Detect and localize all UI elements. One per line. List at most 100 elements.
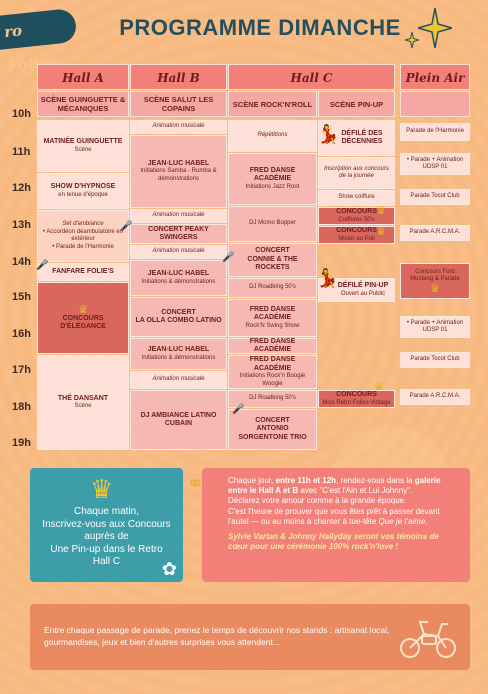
event-title: DÉFILÉ PIN-UP [337, 282, 389, 289]
event-title: Parade A.R.C.M.A. [409, 229, 461, 236]
event-title: CONCOURS [336, 227, 377, 234]
info-highlight: Sylvie Vartan & Johnny Hallyday seront v… [228, 532, 439, 552]
event-title: DJ Roadking 50's [249, 395, 296, 402]
hour-label: 11h [12, 146, 31, 158]
event-title: CONCERT [161, 308, 196, 316]
event-concours-mister: CONCOURS Mister au Poil [318, 226, 395, 244]
info-text: C'est l'heure de prouver que vous êtes p… [228, 506, 440, 526]
subhead-hall-b: SCÈNE SALUT LES COPAINS [130, 91, 227, 117]
event-dj-latino-cubain: DJ AMBIANCE LATINO CUBAIN [130, 390, 227, 450]
event-parade-udsp: • Parade + Animation UDSP 01 [400, 153, 470, 175]
event-title: Animation musicale [152, 248, 205, 255]
event-title: THÉ DANSANT [57, 394, 109, 402]
event-title: ANTONIO SORGENTONE TRIO [238, 425, 307, 441]
sparkle-icon [418, 8, 452, 48]
hour-label: 13h [12, 219, 31, 231]
event-title: CONCERT [255, 247, 290, 255]
event-subtitle: Initiations & démonstrations [141, 354, 216, 361]
event-parade-udsp: • Parade + Animation UDSP 01 [400, 316, 470, 338]
event-parade-harmonie: Parade de l'Harmonie [400, 123, 470, 141]
event-title: CONCERT [255, 416, 290, 424]
event-jean-luc-habel: JEAN-LUC HABEL Initiations & démonstrati… [130, 338, 227, 370]
event-fred-danse: FRED DANSE ACADÉMIE Initiations Rock'n B… [228, 355, 317, 389]
event-parade-arcma: Parade A.R.C.M.A. [400, 389, 470, 405]
hour-label: 14h [12, 256, 31, 268]
hour-label: 17h [12, 364, 31, 376]
event-animation-musicale: Animation musicale [130, 209, 227, 223]
event-title: Animation musicale [152, 212, 205, 219]
info-line: Une Pin-up dans le Retro [50, 543, 163, 555]
event-title: Parade Tocot Club [410, 356, 460, 363]
info-paragraph: Déclarez votre amour comme à la grande é… [228, 496, 407, 506]
event-subtitle: Scène [74, 403, 92, 409]
event-title: FANFARE FOLIE'S [52, 267, 114, 275]
info-line: Hall C [92, 556, 121, 567]
subhead-hall-a: SCÈNE GUINGUETTE & MÉCANIQUES [37, 91, 129, 117]
subhead-hall-c-rock: SCÈNE ROCK'N'ROLL [228, 91, 317, 117]
event-detail: • Accordéon déambulatoire en extérieur [42, 228, 124, 243]
event-concert-antonio: CONCERT ANTONIO SORGENTONE TRIO [228, 409, 317, 450]
info-text: . [425, 516, 428, 526]
info-paragraph: Entre chaque passage de parade, prenez l… [44, 625, 390, 647]
event-title: Animation musicale [152, 123, 205, 130]
event-subtitle: Rock'N Swing Show [245, 322, 300, 329]
event-parade-arcma: Parade A.R.C.M.A. [400, 225, 470, 241]
event-show-hypnose: SHOW D'HYPNOSE en tenue d'époque [37, 173, 129, 209]
event-title: LA OLLA COMBO LATINO [135, 317, 222, 324]
crown-icon: ♛ [376, 204, 386, 217]
event-detail: • Parade de l'Harmonie [52, 243, 114, 250]
event-set-ambiance: Set d'ambiance • Accordéon déambulatoire… [37, 210, 129, 262]
subhead-hall-c-pinup: SCÈNE PIN-UP [318, 91, 395, 117]
event-title: FRED DANSE ACADÉMIE [249, 166, 296, 183]
event-fred-danse: FRED DANSE ACADÉMIE [228, 338, 317, 354]
microphone-icon: 🎤 [232, 404, 245, 415]
event-dj-roadking: DJ Roadking 50's [228, 390, 317, 408]
wedding-info-box: Chaque jour, entre 11h et 12h, rendez-vo… [202, 468, 470, 582]
moped-icon [400, 621, 456, 658]
flower-icon: ✿ [161, 559, 177, 579]
event-title: Répétitions [257, 132, 288, 139]
crown-icon: ♛ [376, 225, 386, 238]
event-title: DÉFILÉ DES DÉCENNIES [341, 129, 383, 146]
event-the-dansant: THÉ DANSANT Scène [37, 355, 129, 450]
event-concours-mustang: Concours Ford Mustang & Parade ♛ [400, 263, 470, 299]
event-title: FRED DANSE ACADÉMIE [249, 305, 296, 322]
event-title: DJ Momo Bopper [249, 220, 296, 227]
stands-info-box: Entre chaque passage de parade, prenez l… [30, 604, 470, 670]
pinup-silhouette-icon: 💃 [317, 124, 340, 145]
event-dj-roadking: DJ Roadking 50's [228, 278, 317, 298]
info-text-bold: entre 11h et 12h [275, 476, 337, 485]
info-paragraph: C'est l'heure de prouver que vous êtes p… [228, 507, 460, 527]
column-plein-air: Plein Air [400, 64, 470, 90]
info-text: Chaque jour, [228, 476, 276, 485]
event-title: JEAN-LUC HABEL [147, 270, 210, 277]
crown-icon: ♛ [90, 474, 114, 504]
event-animation-musicale: Animation musicale [130, 245, 227, 259]
event-parade-tocot: Parade Tocot Club [400, 352, 470, 368]
event-title: Parade Tocot Club [410, 193, 460, 200]
event-subtitle: en tenue d'époque [58, 191, 108, 198]
info-text: , rendez-vous dans la [336, 476, 415, 485]
event-title: Animation musicale [152, 376, 205, 383]
event-title: SHOW D'HYPNOSE [50, 183, 116, 190]
event-concert-peaky-swingers: CONCERT PEAKY SWINGERS [130, 224, 227, 244]
crown-icon: ♛ [78, 303, 88, 316]
event-concert-connie: CONCERT CONNIE & THE ROCKETS [228, 243, 317, 277]
event-show-coiffure: Show coiffure [318, 190, 395, 206]
event-title: CONNIE & THE ROCKETS [247, 255, 298, 272]
event-subtitle: Mister au Poil [338, 235, 375, 242]
pinup-silhouette-icon: 💃 [316, 268, 339, 289]
hour-label: 19h [12, 437, 31, 449]
info-line: Chaque matin, [73, 506, 140, 517]
event-defile-pinup: DÉFILÉ PIN-UP Ouvert au Public [318, 278, 395, 302]
event-title: FRED DANSE ACADÉMIE [249, 337, 296, 354]
concours-info-box: ♛ Chaque matin, Inscrivez-vous aux Conco… [30, 468, 183, 582]
event-title: Show coiffure [338, 194, 375, 201]
event-repetitions: Répétitions [228, 120, 317, 152]
event-title: FRED DANSE ACADÉMIE [249, 356, 296, 372]
event-title: DJ Roadking 50's [249, 284, 296, 291]
event-concours-elegance: ♛ CONCOURS D'ÉLÉGANCE [37, 282, 129, 354]
event-fred-danse: FRED DANSE ACADÉMIE Rock'N Swing Show [228, 299, 317, 337]
hour-label: 12h [12, 182, 31, 194]
rings-icon: ⚭ [186, 472, 205, 497]
